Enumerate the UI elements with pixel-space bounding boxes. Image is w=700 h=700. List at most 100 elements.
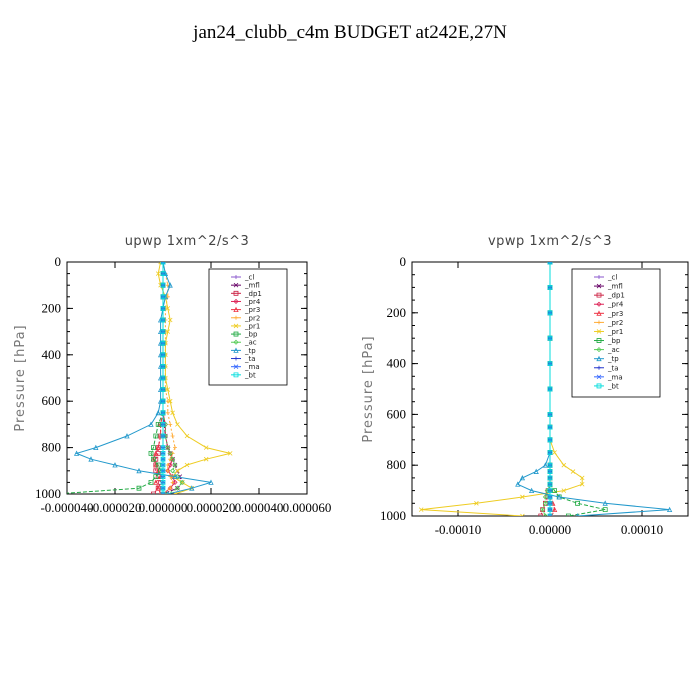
series-point-pr2 [173,445,177,450]
series-point-bt [160,474,166,479]
legend-label: _pr3 [244,306,260,314]
legend-label: _tp [607,355,619,363]
series-point-bp [136,485,142,491]
series-point-bp [148,480,154,485]
legend-label: _cl [607,274,617,282]
series-point-pr1 [167,398,173,404]
y-tick-label: 800 [42,440,62,455]
legend-label: _ac [244,339,257,347]
series-point-bt [160,294,166,300]
series-point-dp1 [155,451,161,456]
legend-label: _bp [244,331,258,339]
legend-box [571,268,661,398]
x-tick-label: 0.000020 [187,500,236,515]
series-point-tp [666,506,673,513]
legend-marker [596,338,602,343]
x-tick-label: 0.000060 [283,500,332,515]
series-group [418,262,673,516]
series-point-bt [547,462,553,468]
series-point-dp1 [540,507,546,513]
legend-label: _pr1 [244,322,260,330]
series-point-pr3 [155,444,161,450]
y-tick-label: 400 [42,347,62,362]
series-point-bt [160,375,166,381]
series-point-pr3 [551,506,558,513]
legend-label: _pr2 [607,319,623,327]
series-point-ma [160,262,166,265]
series-point-tp [93,444,99,450]
legend-marker [596,355,602,362]
series-point-bt [547,361,553,366]
series-point-bt [160,387,166,392]
legend-label: _bt [244,371,256,379]
legend-label: _mfl [607,283,623,291]
series-point-ac [174,485,180,491]
y-tick-label: 200 [42,300,62,315]
legend-label: _ta [607,364,619,372]
series-point-tp [73,450,80,456]
legend-label: _ac [607,346,620,354]
series-line-bp [67,262,164,494]
series-point-bt [547,412,553,417]
series-point-bt [547,262,553,265]
series-point-bt [160,485,166,491]
series-point-tp [136,467,142,474]
panel-title: vpwp 1xm^2/s^3 [488,234,612,249]
series-point-bt [547,481,553,487]
series-point-bt [547,386,553,392]
series-point-ma [160,491,166,494]
legend-marker [597,365,601,370]
series-point-pr2 [170,434,175,438]
series-point-ac [540,507,546,513]
legend-marker [233,372,239,378]
series-point-bt [547,310,553,316]
series-point-bt [160,462,166,468]
series-point-bt [160,317,166,323]
series-point-pr1 [203,445,209,450]
vpwp-panel: vpwp 1xm^2/s^3 Pressure [hPa] 0 200 400 600 80… [361,234,689,537]
series-point-tp [528,487,535,493]
series-point-bt [160,433,166,439]
series-point-pr2 [168,486,173,491]
x-tick-label: 0.00000 [529,522,571,537]
series-point-bt [547,437,553,443]
series-point-ac [179,479,185,485]
legend-label: _ma [607,373,623,381]
legend-label: _pr2 [244,314,260,322]
x-tick-label: 0.000040 [235,500,284,515]
series-point-ac [165,445,171,451]
series-point-bt [160,271,166,276]
series-point-tp [542,462,549,468]
legend-label: _dp1 [607,292,625,300]
series-point-tp [519,475,526,481]
series-point-pr2 [165,463,170,467]
series-point-pr2 [165,399,170,404]
series-point-ac [167,450,173,456]
series-point-ac [542,494,548,500]
y-axis-label: Pressure [hPa] [13,324,28,431]
series-point-bt [160,398,166,404]
series-point-bt [160,262,166,265]
legend-label: _cl [244,274,254,282]
legend-marker [233,339,239,345]
legend-label: _pr4 [607,301,624,309]
series-point-bt [160,340,166,346]
y-axis-label: Pressure [hPa] [361,335,376,442]
legend-marker [233,347,239,353]
series-point-ac [172,462,178,468]
y-tick-label: 1000 [380,508,406,523]
series-point-pr3 [155,467,161,474]
series-point-bp [552,488,557,493]
series-point-tp [533,468,539,474]
series-point-pr1 [418,507,424,512]
series-point-bp [566,513,571,516]
legend-marker [233,323,239,329]
series-point-bp [575,500,580,506]
series-point-bt [160,480,166,485]
series-point-dp1 [151,491,156,494]
series-point-bt [547,285,553,290]
legend-marker [596,383,602,389]
legend-marker [233,331,239,337]
series-point-pr1 [165,387,171,392]
series-point-bt [160,329,166,334]
